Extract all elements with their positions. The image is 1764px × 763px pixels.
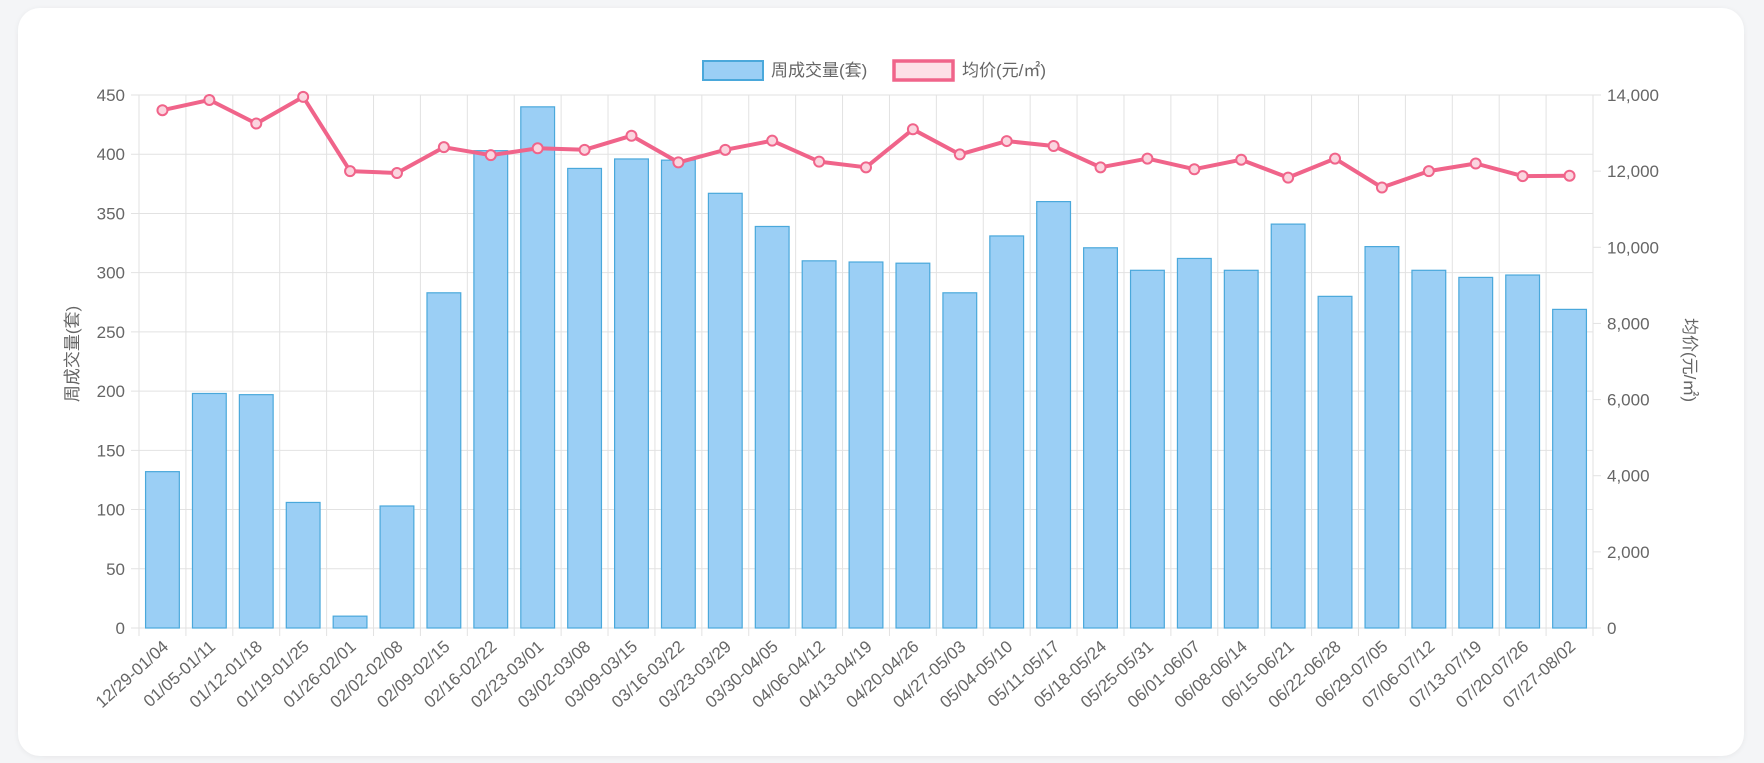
legend-label-bar[interactable]: 周成交量(套) [771,61,867,80]
bar[interactable] [660,159,696,629]
bar[interactable] [613,158,649,629]
y-right-tick-label: 8,000 [1607,314,1650,333]
line-point[interactable] [1235,153,1248,166]
y-right-tick-label: 12,000 [1607,162,1659,181]
line-point[interactable] [813,155,826,168]
line-point[interactable] [390,167,403,180]
bar[interactable] [520,106,556,629]
bar[interactable] [1036,201,1072,629]
y-left-tick-label: 450 [97,86,125,105]
y-right-tick-label: 2,000 [1607,543,1650,562]
legend-swatch-line[interactable] [892,59,955,82]
legend[interactable]: 周成交量(套) 均价(元/㎡) [702,59,1046,82]
y-left-tick-label: 150 [97,441,125,460]
line-point[interactable] [531,142,544,155]
bar[interactable] [238,394,274,629]
y-left-axis-title: 周成交量(套) [63,306,82,402]
y-right-tick-label: 6,000 [1607,391,1650,410]
bar-series [144,106,1588,629]
bar[interactable] [379,505,415,629]
line-point[interactable] [156,104,169,117]
bar[interactable] [1411,269,1447,629]
bar[interactable] [473,150,509,629]
grid-lines [131,94,1594,636]
line-point[interactable] [672,156,685,169]
line-point[interactable] [766,134,779,147]
line-point[interactable] [1469,157,1482,170]
bar[interactable] [848,261,884,629]
bar[interactable] [1458,276,1494,629]
y-right-tick-label: 0 [1607,619,1616,638]
line-point[interactable] [437,141,450,154]
bar[interactable] [1176,257,1212,629]
line-point[interactable] [484,149,497,162]
bar[interactable] [332,615,368,629]
y-left-tick-label: 400 [97,145,125,164]
line-point[interactable] [1282,171,1295,184]
legend-label-line[interactable]: 均价(元/㎡) [962,61,1046,80]
line-point[interactable] [1188,163,1201,176]
line-point[interactable] [1516,170,1529,183]
line-point[interactable] [860,161,872,174]
y-left-tick-label: 100 [97,501,125,520]
line-point[interactable] [625,129,638,142]
y-right-tick-label: 10,000 [1607,238,1659,257]
line-point[interactable] [578,143,591,156]
bar[interactable] [426,292,462,629]
bar[interactable] [567,167,603,629]
y-left-tick-label: 0 [116,619,125,638]
y-left-tick-label: 300 [97,264,125,283]
bar[interactable] [285,501,321,629]
bar[interactable] [754,225,790,629]
line-point[interactable] [1094,161,1107,174]
bar[interactable] [1270,223,1306,629]
y-right-tick-label: 4,000 [1607,467,1650,486]
y-right-axis-title: 均价(元/㎡) [1680,318,1699,402]
line-point[interactable] [1141,152,1154,165]
bar[interactable] [801,260,837,629]
bar[interactable] [989,235,1025,629]
line-point[interactable] [297,90,310,103]
line-series [156,90,1576,194]
line-point[interactable] [250,117,263,130]
bar[interactable] [1317,295,1353,629]
bar[interactable] [895,262,931,629]
y-left-tick-label: 350 [97,204,125,223]
bar[interactable] [191,392,227,629]
line-point[interactable] [203,93,216,106]
bar[interactable] [1552,308,1588,629]
legend-swatch-bar[interactable] [702,60,764,81]
line-point[interactable] [719,143,732,156]
bar[interactable] [1364,246,1400,629]
line-point[interactable] [1329,152,1342,165]
line-point[interactable] [1375,181,1388,194]
y-left-tick-label: 250 [97,323,125,342]
y-left-tick-label: 50 [106,560,125,579]
bar[interactable] [942,292,978,629]
bar[interactable] [1083,247,1119,629]
bar[interactable] [707,192,743,629]
bar[interactable] [144,471,180,629]
bar[interactable] [1505,274,1541,629]
line-point[interactable] [344,165,357,178]
y-left-tick-label: 200 [97,382,125,401]
line-point[interactable] [953,148,966,161]
y-right-tick-label: 14,000 [1607,86,1659,105]
line-point[interactable] [906,123,919,136]
line-point[interactable] [1000,135,1013,148]
line-point[interactable] [1422,165,1435,178]
bar[interactable] [1129,269,1165,629]
line-point[interactable] [1047,140,1060,153]
bar[interactable] [1223,269,1259,629]
line-point[interactable] [1563,169,1576,182]
